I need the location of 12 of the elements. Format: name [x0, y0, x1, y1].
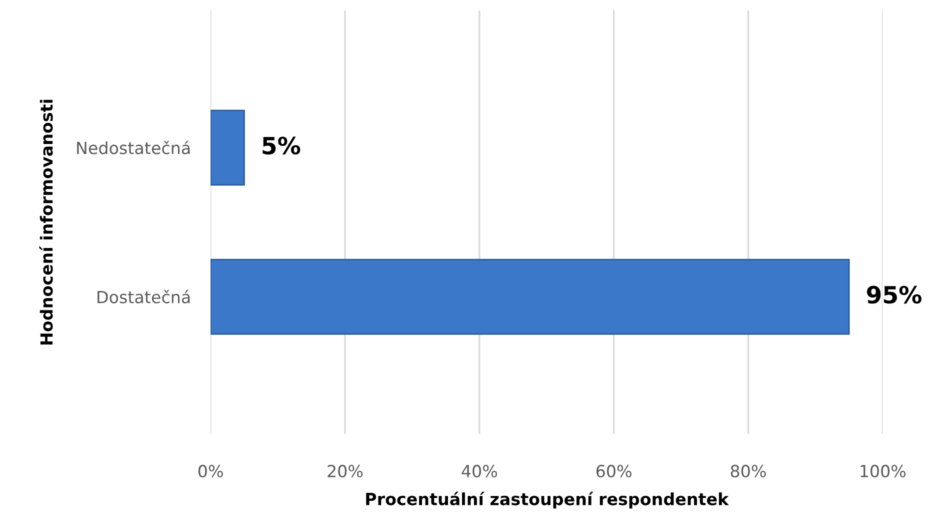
y-tick-label: Nedostatečná: [77, 140, 190, 154]
data-label: 5%: [262, 136, 300, 155]
x-tick-label: 40%: [462, 464, 498, 478]
x-axis-title: Procentuální zastoupení respondentek: [366, 492, 729, 509]
x-tick-label: 100%: [860, 464, 906, 478]
x-tick-label: 0%: [198, 464, 223, 478]
y-axis-title: Hodnocení informovanosti: [39, 100, 53, 344]
x-tick-label: 20%: [328, 464, 363, 478]
x-tick-label: 60%: [596, 464, 632, 478]
x-tick-label: 80%: [730, 464, 766, 478]
data-label: 95%: [866, 286, 922, 304]
y-tick-label: Dostatečná: [98, 290, 190, 304]
